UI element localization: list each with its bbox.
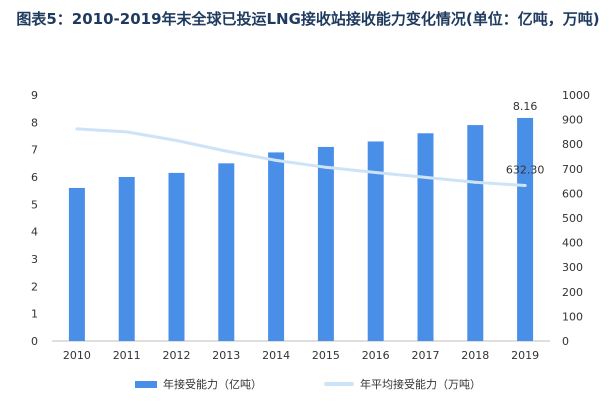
x-tick-label: 2010 (63, 349, 91, 362)
right-tick-label: 900 (562, 114, 583, 127)
line-point (125, 130, 129, 134)
bar (268, 152, 285, 341)
right-tick-label: 100 (562, 310, 583, 323)
left-tick-label: 1 (31, 308, 38, 321)
bar (118, 177, 135, 341)
bar (168, 172, 185, 341)
x-tick-label: 2016 (362, 349, 390, 362)
left-tick-label: 9 (31, 89, 38, 102)
right-tick-label: 1000 (562, 89, 590, 102)
bar (367, 141, 384, 341)
legend-label-line: 年平均接受能力（万吨） (360, 378, 481, 391)
x-tick-label: 2014 (262, 349, 290, 362)
bar (218, 163, 235, 341)
line-point (175, 139, 178, 143)
legend: 年接受能力（亿吨） 年平均接受能力（万吨） (0, 376, 616, 392)
bar-data-label: 8.16 (513, 100, 538, 113)
line-path (75, 127, 527, 187)
left-tick-label: 0 (31, 335, 38, 348)
left-tick-label: 5 (31, 198, 38, 211)
line-point (374, 170, 378, 174)
legend-item-bar: 年接受能力（亿吨） (135, 376, 262, 392)
x-tick-label: 2019 (511, 349, 539, 362)
right-axis-ticks: 0 100 200 300 400 500 600 700 800 900 1000 (562, 89, 590, 348)
line-point (274, 158, 278, 162)
data-labels: 8.16 632.30 (506, 100, 545, 176)
legend-label-bar: 年接受能力（亿吨） (163, 378, 262, 391)
legend-swatch-bar (135, 380, 157, 388)
line-point (424, 175, 427, 179)
chart-title: 图表5：2010-2019年末全球已投运LNG接收站接收能力变化情况(单位：亿吨… (16, 10, 600, 28)
left-tick-label: 8 (31, 116, 38, 129)
left-tick-label: 6 (31, 171, 38, 184)
line-data-label: 632.30 (506, 163, 545, 176)
bar (467, 125, 484, 341)
line-series (75, 127, 527, 187)
line-point (75, 127, 79, 131)
line-point (473, 180, 477, 184)
left-tick-label: 4 (31, 226, 38, 239)
right-tick-label: 500 (562, 212, 583, 225)
bar (417, 133, 434, 341)
x-axis-ticks: 2010 2011 2012 2013 2014 2015 2016 2017 2018 2019 (63, 349, 539, 362)
left-tick-label: 3 (31, 253, 38, 266)
bar-series (68, 117, 534, 342)
right-tick-label: 0 (562, 335, 569, 348)
legend-item-line: 年平均接受能力（万吨） (324, 376, 481, 392)
legend-swatch-line (324, 382, 354, 386)
right-tick-label: 700 (562, 163, 583, 176)
right-tick-label: 400 (562, 237, 583, 250)
line-point (523, 183, 527, 187)
right-tick-label: 800 (562, 138, 583, 151)
right-tick-label: 200 (562, 286, 583, 299)
bar (317, 146, 334, 341)
bar (517, 117, 534, 342)
right-tick-label: 600 (562, 187, 583, 200)
right-tick-label: 300 (562, 261, 583, 274)
line-point (324, 165, 328, 169)
x-tick-label: 2013 (212, 349, 240, 362)
x-tick-label: 2012 (163, 349, 191, 362)
left-axis-ticks: 0 1 2 3 4 5 6 7 8 9 (31, 89, 38, 348)
bar (68, 187, 85, 341)
left-tick-label: 2 (31, 280, 38, 293)
line-point (224, 149, 228, 153)
x-tick-label: 2018 (461, 349, 489, 362)
x-tick-label: 2015 (312, 349, 340, 362)
x-tick-label: 2017 (412, 349, 440, 362)
x-tick-label: 2011 (113, 349, 141, 362)
left-tick-label: 7 (31, 144, 38, 157)
